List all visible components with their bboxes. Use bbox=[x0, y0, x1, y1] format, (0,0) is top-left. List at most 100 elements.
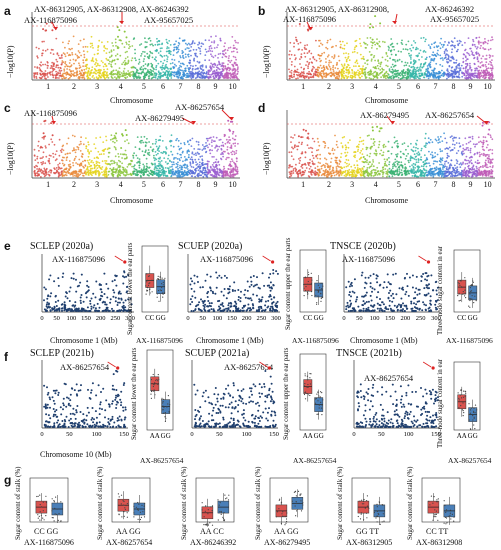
chromosome-points-3 bbox=[85, 35, 109, 80]
panel-label-c: c bbox=[4, 101, 11, 115]
chromosome-tick-10: 10 bbox=[228, 180, 237, 189]
snp-f-2: AX-86257654 bbox=[224, 362, 274, 372]
chromosome-tick-2: 2 bbox=[72, 82, 76, 91]
chromosome-tick-3: 3 bbox=[95, 180, 100, 189]
title-e-2: SCUEP (2020a) bbox=[178, 241, 243, 252]
chromosome-points-7 bbox=[170, 137, 191, 178]
ylabel-b: −log10(P) bbox=[262, 45, 271, 78]
chromosome-points-10 bbox=[477, 36, 494, 80]
snp-label-b-2: AX-86246392 bbox=[425, 4, 475, 14]
chromosome-points-4 bbox=[107, 20, 135, 80]
x-tick-label: 150 bbox=[227, 315, 237, 322]
chromosome-tick-9: 9 bbox=[468, 82, 473, 91]
chromosome-points-8 bbox=[443, 37, 464, 80]
chromosome-tick-8: 8 bbox=[451, 180, 456, 189]
box-ylabel-f-2: Sugar content upper the ear parts bbox=[282, 347, 290, 440]
xlabel-b: Chromosome bbox=[365, 96, 409, 105]
snp-label-c-3: AX-86257654 bbox=[175, 102, 225, 112]
chromosome-points-8 bbox=[188, 137, 209, 178]
chromosome-points-3 bbox=[85, 135, 110, 178]
ylabel-g-5: Sugar content of stalk (%) bbox=[336, 466, 344, 540]
chromosome-points-6 bbox=[153, 134, 173, 178]
box-snp-e-1: AX-116875096 bbox=[136, 336, 183, 345]
chromosome-tick-4: 4 bbox=[118, 82, 123, 91]
genotype-label: GG bbox=[468, 432, 478, 440]
panel-label-b: b bbox=[258, 4, 266, 18]
genotype-label: AA bbox=[150, 432, 160, 440]
x-tick-label: 150 bbox=[81, 315, 91, 322]
snp-f-1: AX-86257654 bbox=[60, 362, 110, 372]
boxplot-e-3: CC GG bbox=[453, 249, 481, 322]
chromosome-points-1 bbox=[33, 21, 63, 80]
chromosome-points-2 bbox=[61, 35, 87, 80]
snp-e-3: AX-116875096 bbox=[342, 254, 396, 264]
snp-label-g-6: AX-86312908 bbox=[416, 538, 463, 547]
chromosome-tick-6: 6 bbox=[161, 180, 166, 189]
x-tick-label: 200 bbox=[242, 315, 252, 322]
genotype-label: GG bbox=[161, 432, 171, 440]
chromosome-points-5 bbox=[132, 135, 156, 178]
box-frame bbox=[421, 477, 461, 523]
chromosome-tick-7: 7 bbox=[178, 180, 183, 189]
chromosome-tick-6: 6 bbox=[161, 82, 166, 91]
snp-points bbox=[43, 369, 127, 428]
snp-f-3: AX-86257654 bbox=[364, 373, 414, 383]
chromosome-tick-9: 9 bbox=[468, 180, 473, 189]
xlabel-e-3: Chromosome 1 (Mb) bbox=[350, 336, 418, 345]
snp-label-b-1: AX-86312905, AX-86312908, bbox=[285, 4, 390, 14]
genotype-label: CC bbox=[145, 314, 155, 322]
regional-plot-e-2: 0 50 100 150 200 250 300 bbox=[186, 254, 281, 322]
snp-label-b-4: AX-95657025 bbox=[430, 14, 480, 24]
snp-label-d-2: AX-86257654 bbox=[425, 110, 475, 120]
regional-plot-e-1: 0 50 100 150 200 250 300 bbox=[40, 254, 135, 322]
chromosome-points-9 bbox=[462, 135, 480, 178]
x-tick-label: 200 bbox=[96, 315, 106, 322]
title-e-1: SCLEP (2020a) bbox=[30, 241, 94, 252]
chromosome-points-1 bbox=[288, 128, 319, 178]
x-tick-label: 50 bbox=[378, 431, 385, 438]
x-tick-label: 50 bbox=[53, 315, 60, 322]
ylabel-g-4: Sugar content of stalk (%) bbox=[254, 466, 262, 540]
x-tick-label: 100 bbox=[242, 431, 252, 438]
chromosome-points-5 bbox=[132, 37, 156, 80]
box-snp-f-1: AX-86257654 bbox=[140, 456, 184, 465]
xlabel-f-1: Chromosome 10 (Mb) bbox=[40, 450, 112, 459]
snp-label-c-1: AX-116875096 bbox=[24, 108, 78, 118]
xlabel-a: Chromosome bbox=[110, 96, 154, 105]
x-tick-label: 0 bbox=[190, 431, 193, 438]
boxplots-g bbox=[29, 477, 461, 527]
chromosome-points-7 bbox=[425, 132, 446, 178]
snp-points bbox=[345, 271, 439, 312]
chromosome-points-10 bbox=[222, 119, 239, 178]
snp-points bbox=[355, 383, 439, 428]
x-tick-label: 250 bbox=[256, 315, 266, 322]
box-snp-f-3: AX-86257654 bbox=[448, 456, 492, 465]
chromosome-tick-8: 8 bbox=[196, 180, 201, 189]
chromosome-points-10 bbox=[477, 121, 494, 178]
chromosome-tick-1: 1 bbox=[46, 82, 51, 91]
manhattan-plot-c bbox=[31, 109, 240, 179]
x-tick-label: 150 bbox=[431, 431, 441, 438]
snp-label-g-3: AX-86246392 bbox=[190, 538, 237, 547]
x-tick-label: 150 bbox=[385, 315, 395, 322]
box-frame bbox=[351, 477, 391, 523]
x-tick-label: 100 bbox=[404, 431, 414, 438]
chromosome-points-2 bbox=[61, 134, 87, 178]
xlabel-d: Chromosome bbox=[365, 196, 409, 205]
genotype-label: CC bbox=[457, 314, 467, 322]
genotype-labels-g-5: GG TT bbox=[356, 527, 380, 536]
panel-label-g: g bbox=[4, 473, 12, 487]
box-ylabel-f-3: Three-node sugar content in ear bbox=[436, 358, 444, 448]
chromosome-tick-1: 1 bbox=[301, 180, 306, 189]
manhattan-plot-b bbox=[286, 12, 495, 81]
box-snp-e-3: AX-116875096 bbox=[446, 336, 493, 345]
xlabel-e-2: Chromosome 1 (Mb) bbox=[196, 336, 264, 345]
genotype-labels-g-3: AA CC bbox=[200, 527, 224, 536]
chromosome-tick-2: 2 bbox=[327, 82, 331, 91]
chromosome-points-4 bbox=[362, 15, 389, 80]
chromosome-points-1 bbox=[288, 23, 318, 80]
x-tick-label: 0 bbox=[40, 315, 43, 322]
chromosome-points-3 bbox=[340, 136, 365, 178]
regional-plot-f-2: 0 50 100 150 bbox=[190, 360, 279, 438]
chromosome-tick-7: 7 bbox=[433, 82, 438, 91]
